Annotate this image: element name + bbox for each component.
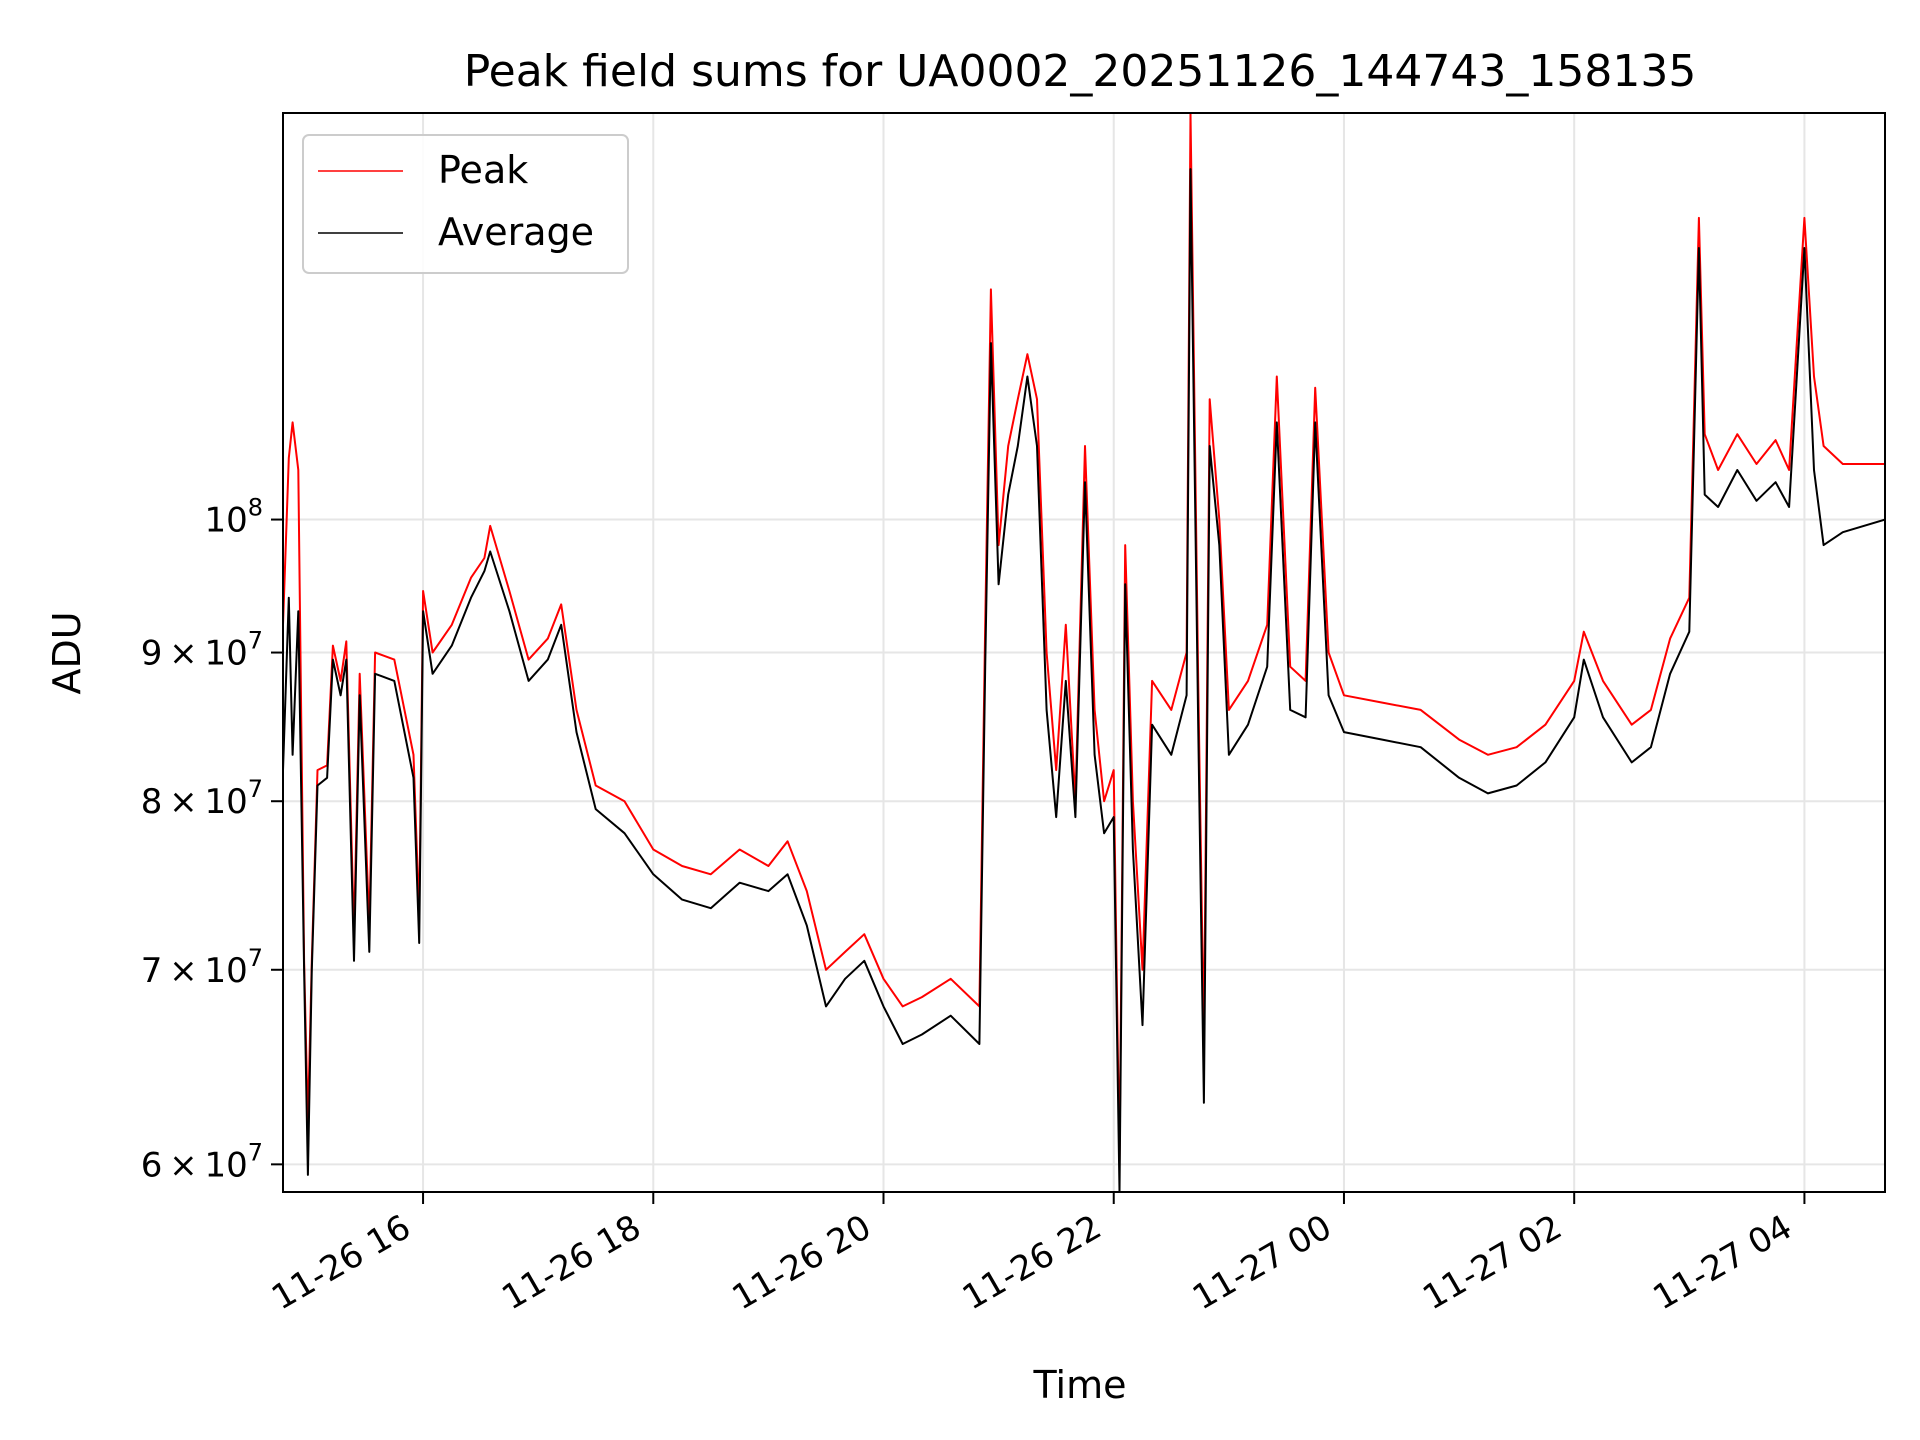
y-axis-label: ADU [45, 611, 89, 694]
legend-label-peak: Peak [438, 148, 528, 192]
x-axis-label: Time [1033, 1363, 1127, 1407]
y-tick-label: 9 × 107 [141, 627, 263, 674]
series-lines [283, 113, 1885, 1192]
y-tick-label: 6 × 107 [141, 1138, 263, 1185]
series-line-average [283, 168, 1885, 1192]
legend: Peak Average [302, 134, 629, 274]
legend-label-average: Average [438, 210, 594, 254]
y-tick-label: 7 × 107 [141, 944, 263, 991]
legend-box [302, 134, 629, 274]
chart-title: Peak field sums for UA0002_20251126_1447… [464, 46, 1697, 97]
y-tick-label: 8 × 107 [141, 775, 263, 822]
